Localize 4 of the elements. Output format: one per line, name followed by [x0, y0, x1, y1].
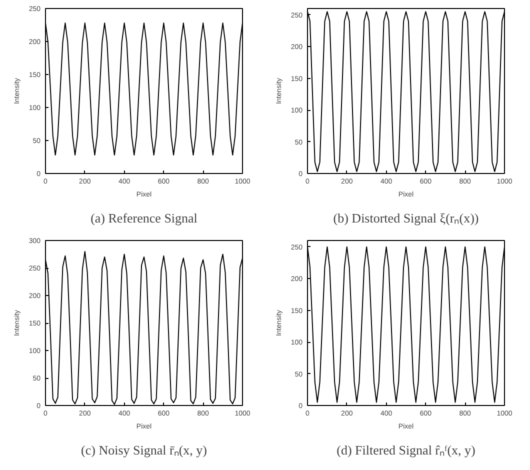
text: (d) Filtered Signal r̂ₙᶠ(x, y)	[336, 442, 476, 458]
text: (c) Noisy Signal r̄ₙ(x, y)	[81, 442, 207, 458]
text: (a) Reference Signal	[90, 210, 198, 226]
text: (b) Distorted Signal ξ(rₙ(x))	[333, 210, 479, 226]
